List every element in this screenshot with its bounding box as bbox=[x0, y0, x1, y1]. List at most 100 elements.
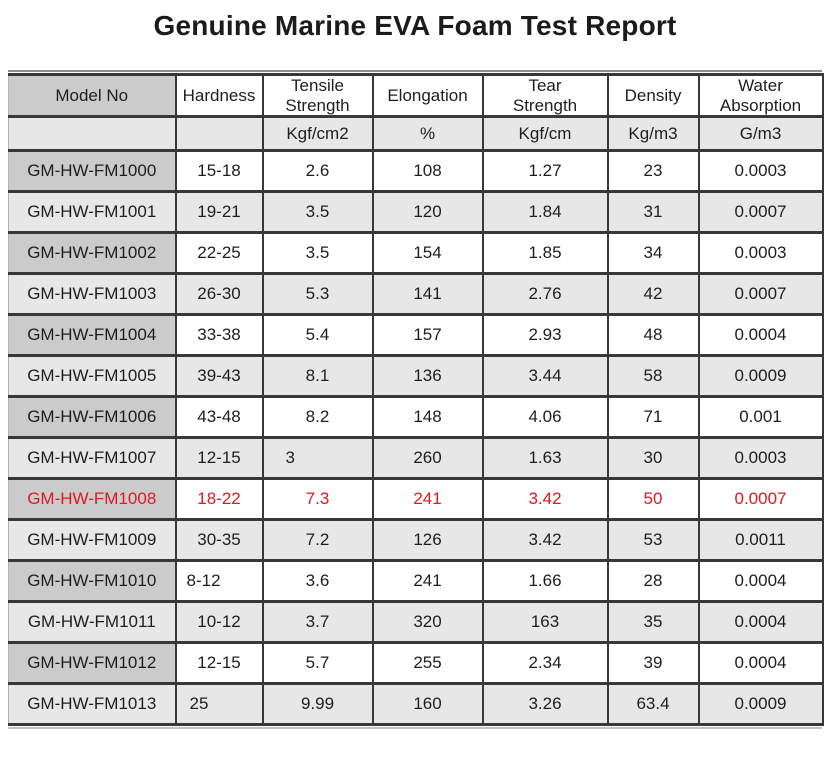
cell-model-no: GM-HW-FM1000 bbox=[8, 149, 177, 194]
cell-elongation: 141 bbox=[371, 272, 484, 317]
cell-tear-strength: 1.27 bbox=[481, 149, 609, 194]
cell-density: 23 bbox=[606, 149, 700, 194]
cell-tear-strength: 163 bbox=[481, 600, 609, 645]
cell-model-no: GM-HW-FM1006 bbox=[8, 395, 177, 440]
cell-tear-strength: 3.44 bbox=[481, 354, 609, 399]
cell-tensile-strength: 7.2 bbox=[261, 518, 374, 563]
cell-hardness: 30-35 bbox=[174, 518, 264, 563]
cell-density: 50 bbox=[606, 477, 700, 522]
cell-density: 39 bbox=[606, 641, 700, 686]
cell-model-no: GM-HW-FM1009 bbox=[8, 518, 177, 563]
cell-water-absorption: 0.0011 bbox=[697, 518, 824, 563]
table-row: GM-HW-FM1000 15-18 2.6 108 1.27 23 0.0003 bbox=[8, 149, 824, 194]
cell-hardness: 10-12 bbox=[174, 600, 264, 645]
column-header-elongation: Elongation bbox=[371, 72, 484, 119]
cell-hardness: 22-25 bbox=[174, 231, 264, 276]
cell-density: 63.4 bbox=[606, 682, 700, 727]
table-row: GM-HW-FM1010 8-12 3.6 241 1.66 28 0.0004 bbox=[8, 559, 824, 604]
cell-model-no: GM-HW-FM1007 bbox=[8, 436, 177, 481]
cell-water-absorption: 0.0003 bbox=[697, 149, 824, 194]
cell-hardness: 33-38 bbox=[174, 313, 264, 358]
table-row: GM-HW-FM1009 30-35 7.2 126 3.42 53 0.0011 bbox=[8, 518, 824, 563]
cell-density: 58 bbox=[606, 354, 700, 399]
cell-tensile-strength: 5.3 bbox=[261, 272, 374, 317]
cell-elongation: 255 bbox=[371, 641, 484, 686]
cell-elongation: 320 bbox=[371, 600, 484, 645]
table-row: GM-HW-FM1001 19-21 3.5 120 1.84 31 0.0007 bbox=[8, 190, 824, 235]
cell-model-no: GM-HW-FM1003 bbox=[8, 272, 177, 317]
cell-elongation: 160 bbox=[371, 682, 484, 727]
cell-model-no: GM-HW-FM1010 bbox=[8, 559, 177, 604]
cell-tear-strength: 2.93 bbox=[481, 313, 609, 358]
cell-model-no: GM-HW-FM1012 bbox=[8, 641, 177, 686]
report-page: Genuine Marine EVA Foam Test Report Mode… bbox=[0, 10, 830, 730]
cell-tensile-strength: 3 bbox=[261, 436, 374, 481]
cell-model-no: GM-HW-FM1013 bbox=[8, 682, 177, 727]
cell-water-absorption: 0.0003 bbox=[697, 231, 824, 276]
cell-elongation: 126 bbox=[371, 518, 484, 563]
cell-elongation: 241 bbox=[371, 559, 484, 604]
table-row: GM-HW-FM1005 39-43 8.1 136 3.44 58 0.0009 bbox=[8, 354, 824, 399]
unit-cell-hardness bbox=[174, 115, 264, 153]
cell-hardness: 39-43 bbox=[174, 354, 264, 399]
cell-water-absorption: 0.0003 bbox=[697, 436, 824, 481]
cell-water-absorption: 0.0007 bbox=[697, 272, 824, 317]
cell-water-absorption: 0.0009 bbox=[697, 354, 824, 399]
cell-water-absorption: 0.0007 bbox=[697, 190, 824, 235]
cell-tear-strength: 1.84 bbox=[481, 190, 609, 235]
cell-tear-strength: 2.76 bbox=[481, 272, 609, 317]
cell-density: 35 bbox=[606, 600, 700, 645]
table-row: GM-HW-FM1007 12-15 3 260 1.63 30 0.0003 bbox=[8, 436, 824, 481]
table-row: GM-HW-FM1004 33-38 5.4 157 2.93 48 0.0004 bbox=[8, 313, 824, 358]
cell-tensile-strength: 2.6 bbox=[261, 149, 374, 194]
cell-tensile-strength: 3.6 bbox=[261, 559, 374, 604]
cell-elongation: 157 bbox=[371, 313, 484, 358]
cell-tear-strength: 3.42 bbox=[481, 518, 609, 563]
cell-hardness: 8-12 bbox=[174, 559, 264, 604]
cell-density: 42 bbox=[606, 272, 700, 317]
column-header-hardness: Hardness bbox=[174, 72, 264, 119]
header-unit-row: Kgf/cm2% Kgf/cm Kg/m3 G/m3 bbox=[8, 115, 824, 153]
table-body: GM-HW-FM1000 15-18 2.6 108 1.27 23 0.0003 GM-HW… bbox=[8, 149, 824, 727]
cell-tear-strength: 3.26 bbox=[481, 682, 609, 727]
cell-tear-strength: 1.85 bbox=[481, 231, 609, 276]
unit-cell-elongation: % bbox=[371, 115, 484, 153]
cell-model-no: GM-HW-FM1005 bbox=[8, 354, 177, 399]
cell-hardness: 15-18 bbox=[174, 149, 264, 194]
table-row: GM-HW-FM1013 25 9.99 160 3.26 63.4 0.0009 bbox=[8, 682, 824, 727]
report-title: Genuine Marine EVA Foam Test Report bbox=[153, 10, 677, 41]
cell-density: 53 bbox=[606, 518, 700, 563]
column-header-tear-strength: Tear Strength bbox=[481, 72, 609, 119]
cell-hardness: 43-48 bbox=[174, 395, 264, 440]
cell-model-no: GM-HW-FM1002 bbox=[8, 231, 177, 276]
cell-tensile-strength: 9.99 bbox=[261, 682, 374, 727]
cell-tear-strength: 1.63 bbox=[481, 436, 609, 481]
cell-hardness: 12-15 bbox=[174, 436, 264, 481]
cell-model-no: GM-HW-FM1011 bbox=[8, 600, 177, 645]
unit-cell-tensile-strength: Kgf/cm2 bbox=[261, 115, 374, 153]
cell-elongation: 241 bbox=[371, 477, 484, 522]
cell-hardness: 12-15 bbox=[174, 641, 264, 686]
table-row: GM-HW-FM1012 12-15 5.7 255 2.34 39 0.0004 bbox=[8, 641, 824, 686]
cell-hardness: 25 bbox=[174, 682, 264, 727]
header-label-row: Model No Hardness Tensile Strength Elongati… bbox=[8, 72, 824, 119]
cell-water-absorption: 0.0004 bbox=[697, 559, 824, 604]
cell-tear-strength: 4.06 bbox=[481, 395, 609, 440]
cell-elongation: 120 bbox=[371, 190, 484, 235]
cell-tensile-strength: 5.7 bbox=[261, 641, 374, 686]
cell-hardness: 19-21 bbox=[174, 190, 264, 235]
cell-water-absorption: 0.001 bbox=[697, 395, 824, 440]
cell-water-absorption: 0.0004 bbox=[697, 600, 824, 645]
column-header-tensile-strength: Tensile Strength bbox=[261, 72, 374, 119]
cell-elongation: 108 bbox=[371, 149, 484, 194]
cell-tensile-strength: 8.1 bbox=[261, 354, 374, 399]
cell-elongation: 136 bbox=[371, 354, 484, 399]
cell-hardness: 18-22 bbox=[174, 477, 264, 522]
cell-tear-strength: 1.66 bbox=[481, 559, 609, 604]
cell-water-absorption: 0.0007 bbox=[697, 477, 824, 522]
cell-tensile-strength: 3.5 bbox=[261, 231, 374, 276]
table-row-highlight: GM-HW-FM1008 18-22 7.3 241 3.42 50 0.0007 bbox=[8, 477, 824, 522]
table-row: GM-HW-FM1006 43-48 8.2 148 4.06 71 0.001 bbox=[8, 395, 824, 440]
cell-tensile-strength: 5.4 bbox=[261, 313, 374, 358]
cell-elongation: 260 bbox=[371, 436, 484, 481]
